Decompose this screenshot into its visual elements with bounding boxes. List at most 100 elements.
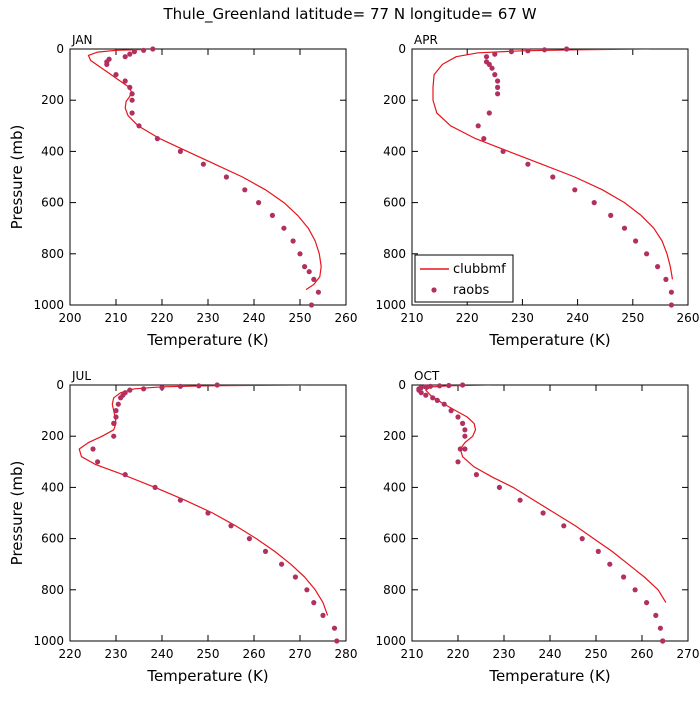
data-point-raobs xyxy=(196,383,202,389)
data-point-raobs xyxy=(455,414,461,420)
data-point-raobs xyxy=(489,65,495,71)
data-point-raobs xyxy=(320,612,326,619)
x-tick-label: 240 xyxy=(243,311,266,325)
data-point-raobs xyxy=(113,408,119,414)
legend-label-clubbmf: clubbmf xyxy=(453,262,506,277)
data-point-raobs xyxy=(653,612,659,619)
legend-label-raobs: raobs xyxy=(453,283,490,298)
x-tick-label: 250 xyxy=(197,647,220,661)
data-point-raobs xyxy=(517,497,523,503)
x-tick-label: 230 xyxy=(493,647,516,661)
data-point-raobs xyxy=(657,625,664,631)
data-point-raobs xyxy=(655,264,661,270)
data-point-raobs xyxy=(632,587,638,593)
data-point-raobs xyxy=(486,61,492,67)
data-point-raobs xyxy=(292,574,298,580)
data-point-raobs xyxy=(668,289,675,295)
data-point-raobs xyxy=(115,401,121,407)
data-point-raobs xyxy=(177,497,183,503)
data-point-raobs xyxy=(269,212,275,218)
data-point-raobs xyxy=(113,414,119,420)
x-tick-label: 260 xyxy=(335,311,358,325)
legend-marker-swatch xyxy=(431,287,437,293)
data-point-raobs xyxy=(508,49,514,55)
data-point-raobs xyxy=(607,561,613,567)
data-point-raobs xyxy=(177,383,183,389)
y-tick-label: 1000 xyxy=(375,634,406,648)
x-tick-label: 230 xyxy=(511,311,534,325)
data-point-raobs xyxy=(154,136,160,142)
x-tick-label: 260 xyxy=(631,647,654,661)
data-point-raobs xyxy=(223,174,229,180)
x-tick-label: 260 xyxy=(677,311,700,325)
x-tick-label: 210 xyxy=(105,311,128,325)
data-point-raobs xyxy=(127,387,133,393)
data-point-raobs xyxy=(457,446,463,452)
data-point-raobs xyxy=(246,536,252,542)
data-point-raobs xyxy=(122,78,128,84)
data-point-raobs xyxy=(304,587,310,593)
data-point-raobs xyxy=(448,408,454,414)
data-point-raobs xyxy=(455,459,461,465)
data-point-raobs xyxy=(331,625,338,631)
y-tick-label: 0 xyxy=(56,378,64,392)
data-point-raobs xyxy=(279,561,285,567)
x-tick-label: 220 xyxy=(59,647,82,661)
y-tick-label: 0 xyxy=(398,42,406,56)
data-point-raobs xyxy=(127,84,133,90)
data-point-raobs xyxy=(663,276,669,282)
data-point-raobs xyxy=(90,446,96,452)
data-point-raobs xyxy=(441,401,447,407)
x-tick-label: 240 xyxy=(151,647,174,661)
data-point-raobs xyxy=(525,48,531,54)
data-point-raobs xyxy=(500,148,506,154)
data-point-raobs xyxy=(475,123,481,129)
y-tick-label: 0 xyxy=(56,42,64,56)
y-tick-label: 200 xyxy=(41,93,64,107)
data-point-raobs xyxy=(111,420,117,426)
data-point-raobs xyxy=(462,427,468,433)
data-point-raobs xyxy=(550,174,556,180)
data-point-raobs xyxy=(486,110,492,116)
data-point-raobs xyxy=(430,395,436,401)
data-point-raobs xyxy=(159,385,165,391)
data-point-raobs xyxy=(540,510,546,516)
data-point-raobs xyxy=(262,548,269,555)
data-point-raobs xyxy=(579,536,585,542)
chart-panel-jul: 220 230 240 250 260 270 280 0 200 400 600 800 1000 JU… xyxy=(8,369,357,685)
chart-panel-oct: 210 220 230 240 250 260 270 0 200 400 600 800 1000 OC… xyxy=(375,369,699,685)
x-tick-label: 200 xyxy=(59,311,82,325)
data-point-raobs xyxy=(311,276,317,282)
panel-label: JAN xyxy=(71,33,93,47)
data-point-raobs xyxy=(214,382,220,388)
data-point-raobs xyxy=(572,187,578,193)
data-point-raobs xyxy=(308,302,315,308)
data-point-raobs xyxy=(660,638,666,644)
x-tick-label: 220 xyxy=(151,311,174,325)
x-tick-label: 280 xyxy=(335,647,358,661)
x-tick-label: 240 xyxy=(566,311,589,325)
panel-label: APR xyxy=(414,33,438,47)
data-point-raobs xyxy=(473,472,479,478)
data-point-raobs xyxy=(104,61,110,67)
y-tick-label: 1000 xyxy=(375,298,406,312)
chart-panel-jan: 200 210 220 230 240 250 260 0 200 400 600 800 1000 JA… xyxy=(8,33,357,349)
data-point-raobs xyxy=(423,392,429,398)
data-point-raobs xyxy=(129,97,135,103)
y-tick-label: 1000 xyxy=(33,298,64,312)
data-point-raobs xyxy=(127,51,133,57)
data-point-raobs xyxy=(495,84,501,90)
y-axis-title: Pressure (mb) xyxy=(8,461,26,566)
data-point-raobs xyxy=(200,161,206,167)
data-point-raobs xyxy=(460,420,466,426)
x-tick-label: 210 xyxy=(401,647,424,661)
data-point-raobs xyxy=(129,110,135,116)
x-tick-label: 220 xyxy=(447,647,470,661)
data-point-raobs xyxy=(150,46,156,52)
data-point-raobs xyxy=(633,238,639,244)
data-point-raobs xyxy=(111,433,117,439)
x-tick-label: 250 xyxy=(585,647,608,661)
x-tick-label: 240 xyxy=(539,647,562,661)
data-point-raobs xyxy=(462,433,468,439)
